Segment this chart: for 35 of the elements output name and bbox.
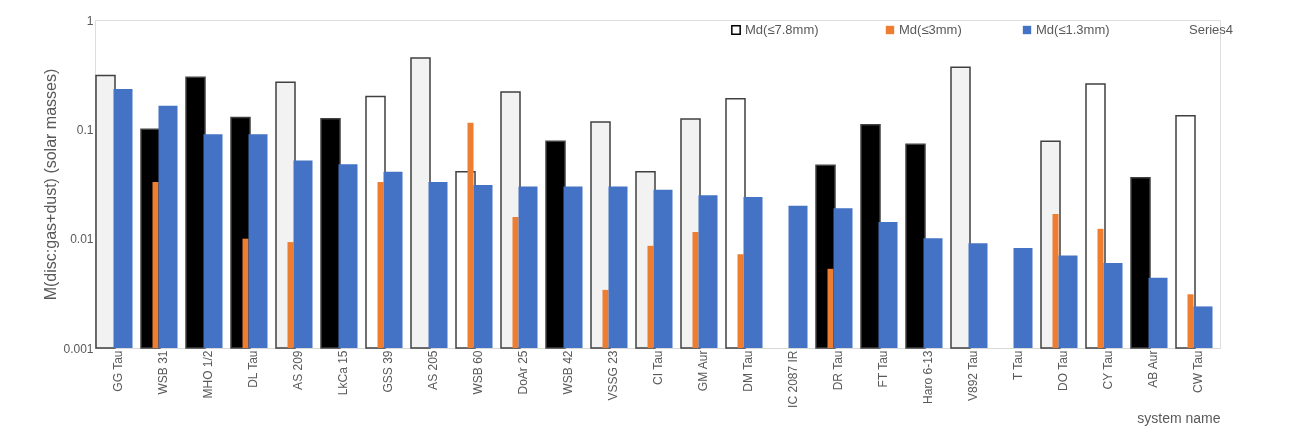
x-tick-label: V892 Tau [965,350,980,401]
x-tick-label: AS 209 [290,350,305,390]
y-axis-title: M(disc:gas+dust) (solar masses) [42,68,60,301]
y-tick-label: 0.001 [63,341,94,356]
legend-label: Md(≤3mm) [899,22,962,37]
x-tick-label: DL Tau [245,350,260,388]
y-tick-label: 1 [86,13,94,28]
x-tick-label: LkCa 15 [335,350,350,396]
x-tick-label: WSB 31 [155,350,170,395]
x-tick-label: CI Tau [650,350,665,385]
x-tick-label: CY Tau [1100,350,1115,390]
x-tick-label: MHO 1/2 [200,350,215,399]
text: Series4 [1189,22,1234,37]
x-tick-label: FT Tau [875,350,890,388]
x-tick-label: VSSG 23 [605,350,620,401]
x-tick-label: GM Aur [695,350,710,392]
x-tick-label: CW Tau [1190,350,1205,393]
x-tick-label: DR Tau [830,350,845,391]
x-tick-label: WSB 60 [470,350,485,395]
legend-label: Md(≤1.3mm) [1036,22,1110,37]
x-tick-label: AS 205 [425,350,440,390]
x-tick-label: IC 2087 IR [785,350,800,408]
x-tick-label: AB Aur [1145,350,1160,388]
x-tick-label: DM Tau [740,350,755,392]
y-tick-label: 0.01 [70,232,94,247]
x-tick-label: Haro 6-13 [920,350,935,404]
legend-label: Md(≤7.8mm) [745,22,819,37]
x-tick-label: GSS 39 [380,350,395,393]
x-tick-label: DO Tau [1055,350,1070,391]
x-tick-label: GG Tau [110,350,125,392]
x-tick-label: DoAr 25 [515,350,530,395]
y-tick-label: 0.1 [76,122,94,137]
x-tick-label: T Tau [1010,350,1025,381]
x-axis-title: system name [1137,409,1221,426]
x-tick-label: WSB 42 [560,350,575,395]
